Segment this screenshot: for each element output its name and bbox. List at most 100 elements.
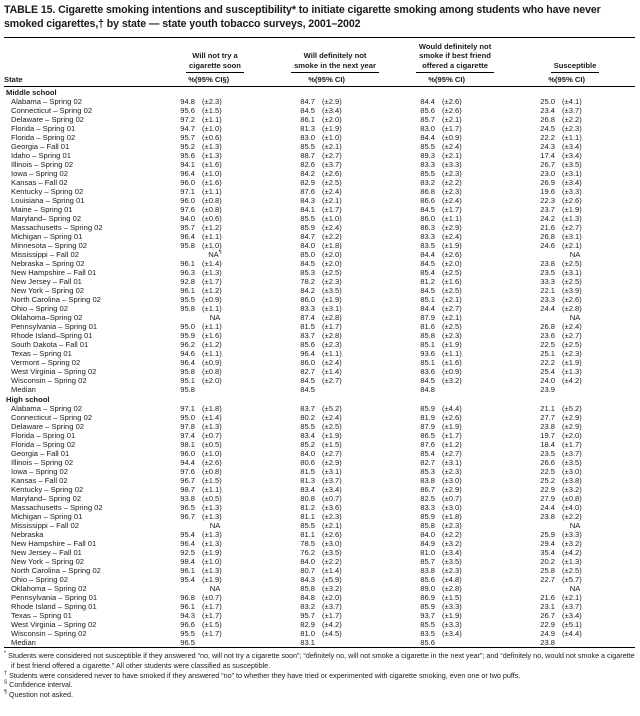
footnote-symbol: * bbox=[4, 651, 7, 658]
ci-cell: (±2.4) bbox=[442, 196, 462, 206]
column-subheader-row: State % (95% CI§) % (95% CI) % (95% CI) … bbox=[4, 72, 636, 88]
section-high-school: High school Alabama – Spring 02 97.1 (±1.8)… bbox=[4, 394, 635, 648]
state-cell: Median bbox=[11, 638, 36, 648]
ci-cell: (±3.8) bbox=[562, 476, 582, 486]
ci-cell: (±2.4) bbox=[442, 142, 462, 152]
percent-cell: 85.5 bbox=[300, 214, 315, 224]
percent-cell: 96.1 bbox=[180, 259, 195, 269]
ci-cell bbox=[555, 638, 635, 648]
percent-cell: 96.1 bbox=[180, 286, 195, 296]
ci-cell: (±1.0) bbox=[202, 169, 222, 179]
col-group-definitely-not-next-year: Will definitely not smoke in the next yea… bbox=[275, 37, 395, 73]
na-cell: NA bbox=[209, 521, 221, 531]
ci-cell: (±2.6) bbox=[322, 530, 342, 540]
percent-cell: 83.3 bbox=[420, 160, 436, 170]
percent-cell: 24.6 bbox=[540, 241, 556, 251]
state-cell: Wisconsin – Spring 02 bbox=[11, 629, 87, 639]
percent-cell: 98.1 bbox=[180, 440, 195, 450]
percent-cell: 96.0 bbox=[180, 196, 195, 206]
ci-cell: (±1.5) bbox=[202, 476, 222, 486]
table-row: Texas – Spring 01 94.6 (±1.1) 96.4 (±1.1) 93.… bbox=[4, 349, 635, 358]
percent-cell: 83.7 bbox=[300, 404, 315, 414]
section-middle-school: Middle school Alabama – Spring 02 94.8 (±2.… bbox=[4, 87, 635, 395]
percent-cell: 81.9 bbox=[420, 413, 436, 423]
ci-cell: (±2.1) bbox=[442, 295, 462, 305]
percent-cell: 96.4 bbox=[180, 539, 195, 549]
ci-cell: (±2.5) bbox=[442, 286, 462, 296]
percent-cell: 22.9 bbox=[540, 485, 556, 495]
state-cell: North Carolina – Spring 02 bbox=[11, 295, 101, 305]
ci-cell bbox=[195, 385, 275, 394]
percent-cell: 94.8 bbox=[180, 97, 195, 107]
ci-cell: (±2.1) bbox=[562, 593, 582, 603]
percent-cell: 84.8 bbox=[300, 593, 315, 603]
percent-cell: 24.2 bbox=[540, 214, 556, 224]
ci-cell: (±3.2) bbox=[322, 584, 342, 594]
percent-cell: 82.9 bbox=[300, 620, 315, 630]
percent-cell: 19.6 bbox=[540, 187, 556, 197]
table-row: New Hampshire – Fall 01 96.3 (±1.3) 85.3 (±2… bbox=[4, 268, 635, 277]
percent-cell: 96.5 bbox=[180, 638, 195, 648]
percent-cell: 96.4 bbox=[180, 169, 195, 179]
percent-cell: 82.7 bbox=[300, 367, 315, 377]
percent-cell: 84.7 bbox=[300, 97, 315, 107]
state-cell: Maine – Spring 01 bbox=[11, 205, 73, 215]
percent-cell: 84.5 bbox=[420, 259, 436, 269]
percent-cell: 26.8 bbox=[540, 115, 556, 125]
table-header: Will not try a cigarette soon Will defini… bbox=[4, 37, 636, 88]
table-row: Florida – Spring 02 98.1 (±0.5) 85.2 (±1.5) 8… bbox=[4, 440, 635, 449]
state-cell: New York – Spring 02 bbox=[11, 286, 85, 296]
col-group-label: smoke in the next year bbox=[294, 60, 376, 70]
ci-cell: (±2.3) bbox=[562, 124, 582, 134]
state-cell: Connecticut – Spring 02 bbox=[11, 413, 93, 423]
percent-cell: 22.2 bbox=[540, 133, 556, 143]
percent-cell: 84.0 bbox=[300, 449, 315, 459]
ci-cell: (±1.7) bbox=[322, 322, 342, 332]
percent-cell: 25.9 bbox=[540, 530, 556, 540]
ci-cell: (±2.7) bbox=[562, 223, 582, 233]
percent-cell: 85.5 bbox=[420, 142, 436, 152]
ci-cell: (±2.6) bbox=[442, 250, 462, 260]
ci-cell: (±2.8) bbox=[322, 331, 342, 341]
percent-cell: 83.7 bbox=[300, 331, 315, 341]
percent-cell: 23.0 bbox=[540, 169, 556, 179]
percent-cell: 83.5 bbox=[420, 629, 436, 639]
ci-cell: (±1.6) bbox=[202, 178, 222, 188]
percent-cell: 19.7 bbox=[540, 431, 556, 441]
ci-cell: (±2.7) bbox=[562, 331, 582, 341]
table-row: Wisconsin – Spring 02 95.5 (±1.7) 81.0 (±4.5… bbox=[4, 629, 635, 638]
ci-cell: (±2.4) bbox=[562, 322, 582, 332]
table-row: Rhode Island – Spring 01 96.1 (±1.7) 83.2 (±… bbox=[4, 602, 635, 611]
ci-cell: (±4.1) bbox=[562, 97, 582, 107]
ci-cell: (±2.6) bbox=[442, 97, 462, 107]
percent-cell: 86.5 bbox=[420, 431, 436, 441]
percent-cell: 96.7 bbox=[180, 476, 195, 486]
ci-cell: (±2.1) bbox=[322, 142, 342, 152]
state-cell: Georgia – Fall 01 bbox=[11, 142, 70, 152]
ci-cell: (±1.9) bbox=[322, 431, 342, 441]
ci-cell: (±0.8) bbox=[562, 494, 582, 504]
state-cell: New Jersey – Fall 01 bbox=[11, 548, 82, 558]
ci-cell: (±2.6) bbox=[442, 413, 462, 423]
percent-cell: 83.4 bbox=[300, 431, 315, 441]
percent-column-header: % bbox=[155, 72, 195, 88]
ci-cell: (±3.5) bbox=[442, 557, 462, 567]
percent-cell: 23.6 bbox=[540, 331, 556, 341]
percent-cell: 24.4 bbox=[540, 304, 556, 314]
ci-cell: (±1.9) bbox=[562, 205, 582, 215]
percent-cell: 26.9 bbox=[540, 178, 556, 188]
ci-cell: (±2.3) bbox=[562, 349, 582, 359]
percent-cell: 84.3 bbox=[300, 575, 315, 585]
ci-cell: (±1.9) bbox=[562, 358, 582, 368]
table-row: Ohio – Spring 02 95.4 (±1.9) 84.3 (±5.9) 85.6… bbox=[4, 575, 635, 584]
ci-cell: (±1.1) bbox=[442, 349, 462, 359]
percent-cell: 27.9 bbox=[540, 494, 556, 504]
ci-cell: (±3.7) bbox=[562, 449, 582, 459]
col-group-label: Will not try a bbox=[192, 51, 238, 61]
table-row: Wisconsin – Spring 02 95.1 (±2.0) 84.5 (±2.7… bbox=[4, 376, 635, 385]
percent-column-header: % bbox=[275, 72, 315, 88]
ci-cell: (±3.5) bbox=[562, 160, 582, 170]
state-cell: Wisconsin – Spring 02 bbox=[11, 376, 87, 386]
ci-cell: (±1.6) bbox=[202, 331, 222, 341]
column-group-row: Will not try a cigarette soon Will defini… bbox=[4, 37, 635, 73]
